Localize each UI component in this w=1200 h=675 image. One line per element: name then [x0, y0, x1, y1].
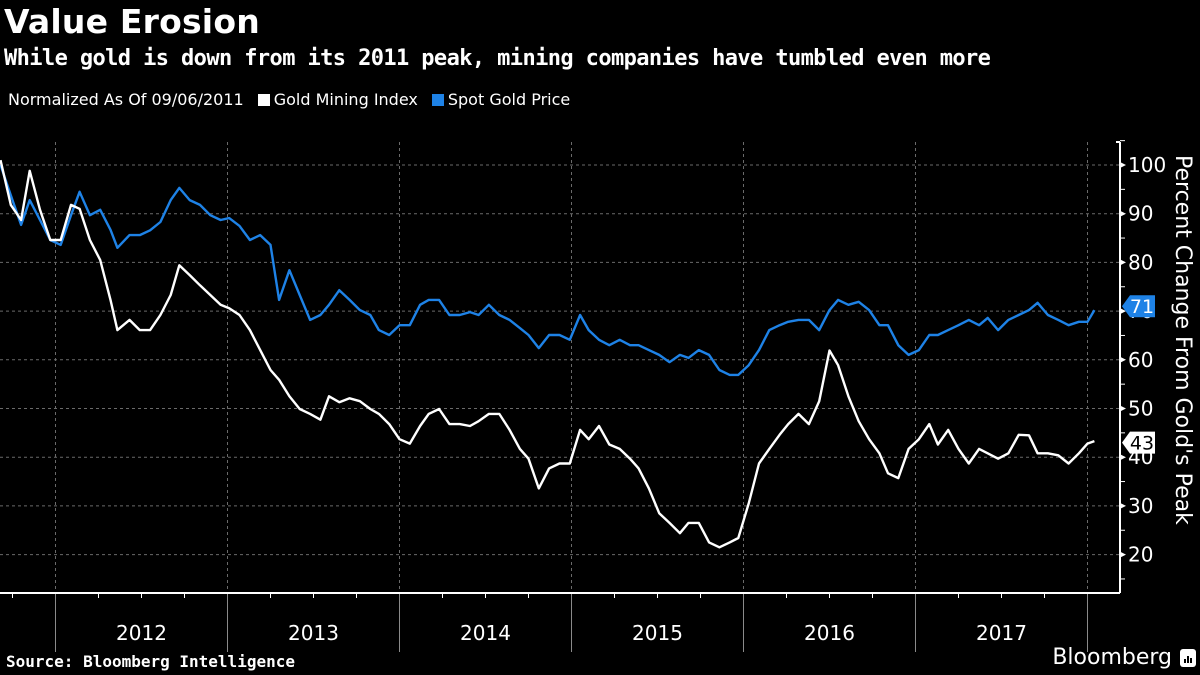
end-label-box [1122, 431, 1155, 454]
legend-label: Gold Mining Index [273, 90, 418, 109]
x-tick-label: 2012 [116, 621, 167, 645]
bloomberg-chart-icon [1180, 648, 1196, 667]
end-value-label: 43 [1122, 431, 1155, 455]
x-tick-label: 2017 [976, 621, 1027, 645]
y-tick [1120, 356, 1126, 363]
legend-swatch-icon [257, 93, 270, 106]
y-tick-label: 80 [1128, 250, 1153, 274]
y-tick-label: 30 [1128, 494, 1153, 518]
legend-note: Normalized As Of 09/06/2011 [8, 90, 244, 109]
y-tick [1120, 454, 1126, 461]
end-value-label: 71 [1122, 295, 1155, 318]
x-tick-label: 2015 [632, 621, 683, 645]
end-label-box [1122, 295, 1155, 318]
x-tick-label: 2014 [460, 621, 511, 645]
y-tick-label: 100 [1128, 153, 1166, 177]
y-axis-title: Percent Change From Gold's Peak [1170, 155, 1195, 525]
gridlines [0, 142, 1120, 593]
series-lines [0, 159, 1096, 549]
y-tick [1120, 551, 1126, 558]
end-label-text: 71 [1130, 296, 1154, 318]
x-tick-label: 2016 [804, 621, 855, 645]
brand-name: Bloomberg [1052, 645, 1172, 670]
y-tick-label: 20 [1128, 543, 1153, 567]
series-line-spot-gold-price [0, 164, 1096, 377]
y-tick-label: 50 [1128, 397, 1153, 421]
y-tick [1120, 210, 1126, 217]
y-tick [1120, 308, 1126, 315]
series-line-gold-mining-index [0, 159, 1095, 549]
end-label-text: 43 [1130, 433, 1154, 455]
legend-label: Spot Gold Price [447, 90, 571, 109]
legend-item-gold-mining-index: Gold Mining Index [257, 90, 418, 109]
axes [0, 140, 1126, 652]
x-tick-label: 2013 [288, 621, 339, 645]
chart-title: Value Erosion [4, 2, 260, 41]
legend: Normalized As Of 09/06/2011 Gold Mining … [8, 90, 584, 109]
legend-item-spot-gold-price: Spot Gold Price [431, 90, 571, 109]
y-tick [1120, 259, 1126, 266]
y-tick [1120, 502, 1126, 509]
y-tick [1120, 162, 1126, 168]
chart-subtitle: While gold is down from its 2011 peak, m… [4, 46, 991, 71]
legend-swatch-icon [431, 93, 444, 106]
y-tick [1120, 405, 1126, 412]
axis-labels: 2030405060708090100201220132014201520162… [116, 153, 1166, 645]
source-note: Source: Bloomberg Intelligence [6, 652, 295, 671]
y-tick-label: 60 [1128, 348, 1153, 372]
brand-logo: Bloomberg [1052, 645, 1196, 670]
y-tick-label: 90 [1128, 202, 1153, 226]
